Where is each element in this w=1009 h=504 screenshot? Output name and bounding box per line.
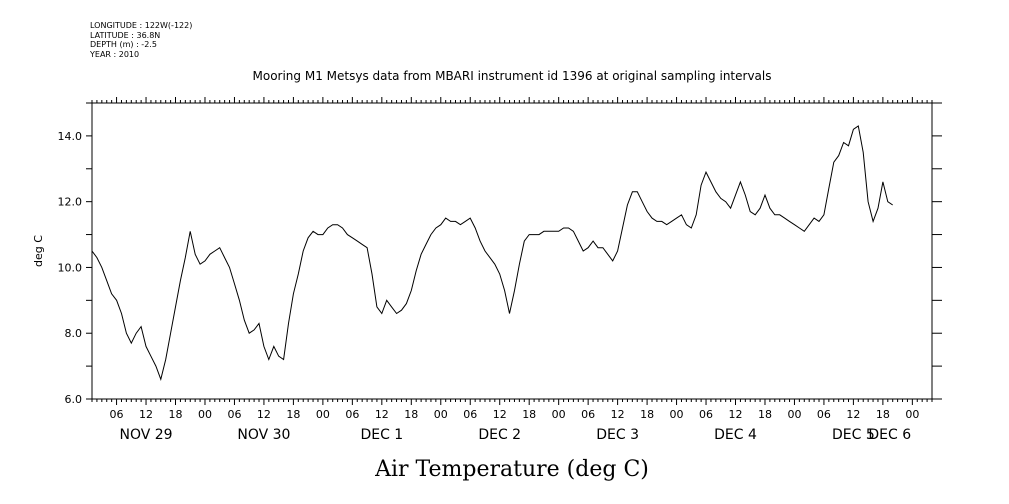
x-tick-label: 18	[876, 408, 890, 421]
x-tick-label: 12	[139, 408, 153, 421]
longitude-text: LONGITUDE : 122W(-122)	[90, 21, 193, 30]
date-label: NOV 30	[237, 427, 290, 443]
x-tick-label: 00	[434, 408, 448, 421]
y-tick-label: 14.0	[58, 130, 83, 143]
y-tick-label: 8.0	[65, 327, 83, 340]
x-tick-label: 18	[758, 408, 772, 421]
date-label: DEC 2	[478, 427, 521, 443]
date-label: DEC 1	[360, 427, 403, 443]
date-label: DEC 3	[596, 427, 639, 443]
x-tick-labels: 06 12 18 00 06 12 18 00 06 12 18 00 06 12 18 00 06 12 18 00…	[110, 408, 920, 421]
y-axis-label: deg C	[32, 235, 45, 267]
x-tick-label: 18	[522, 408, 536, 421]
y-tick-labels: 6.0 8.0 10.0 12.0 14.0	[58, 130, 83, 406]
x-tick-label: 00	[198, 408, 212, 421]
metadata-block: LONGITUDE : 122W(-122) LATITUDE : 36.8N …	[90, 21, 192, 59]
date-label: DEC 4	[714, 427, 757, 443]
x-tick-label: 12	[257, 408, 271, 421]
x-tick-label: 12	[493, 408, 507, 421]
x-tick-label: 12	[611, 408, 625, 421]
x-tick-label: 18	[169, 408, 183, 421]
date-label: DEC 6	[868, 427, 911, 443]
x-tick-label: 06	[463, 408, 477, 421]
chart-title: Mooring M1 Metsys data from MBARI instru…	[253, 69, 772, 83]
x-tick-label: 06	[345, 408, 359, 421]
x-tick-label: 18	[404, 408, 418, 421]
latitude-text: LATITUDE : 36.8N	[90, 30, 161, 40]
x-tick-label: 06	[699, 408, 713, 421]
x-tick-label: 06	[227, 408, 241, 421]
y-tick-label: 6.0	[65, 393, 83, 406]
date-label: NOV 29	[119, 427, 172, 443]
depth-text: DEPTH (m) : -2.5	[90, 40, 157, 49]
y-tick-label: 10.0	[58, 261, 83, 274]
tick-marks	[86, 97, 942, 405]
x-axis-label: Air Temperature (deg C)	[374, 457, 649, 482]
x-tick-label: 18	[286, 408, 300, 421]
x-tick-label: 12	[729, 408, 743, 421]
x-tick-label: 18	[640, 408, 654, 421]
x-tick-label: 00	[316, 408, 330, 421]
x-tick-label: 06	[817, 408, 831, 421]
x-tick-label: 00	[552, 408, 566, 421]
date-labels: NOV 29 NOV 30 DEC 1 DEC 2 DEC 3 DEC 4 DEC 5DEC…	[119, 427, 911, 443]
x-tick-label: 12	[846, 408, 860, 421]
date-label: DEC 5	[832, 427, 875, 443]
year-text: YEAR : 2010	[90, 49, 140, 59]
x-tick-label: 06	[581, 408, 595, 421]
y-tick-label: 12.0	[58, 196, 83, 209]
air-temperature-line	[91, 125, 893, 381]
plot-frame	[91, 102, 933, 400]
x-tick-label: 06	[110, 408, 124, 421]
x-tick-label: 00	[787, 408, 801, 421]
x-tick-label: 12	[375, 408, 389, 421]
x-tick-label: 00	[905, 408, 919, 421]
x-tick-label: 00	[670, 408, 684, 421]
